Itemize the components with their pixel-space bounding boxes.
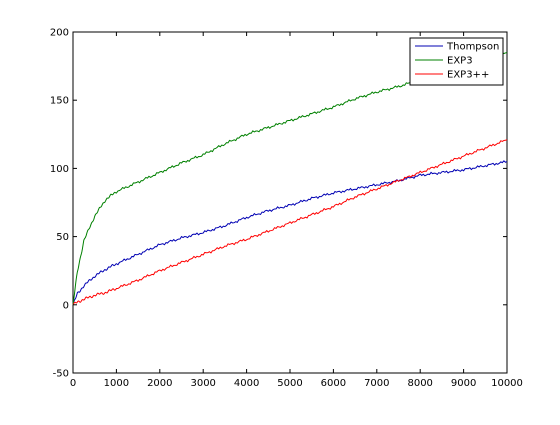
x-tick-label: 4000 [234, 378, 259, 389]
y-tick-label: 0 [63, 300, 69, 311]
x-tick-label: 0 [70, 378, 76, 389]
x-tick-label: 3000 [190, 378, 215, 389]
legend: Thompson EXP3 EXP3++ [409, 37, 504, 86]
legend-label-exp3: EXP3 [447, 56, 473, 67]
x-tick-label: 10000 [491, 378, 523, 389]
x-tick-label: 1000 [104, 378, 129, 389]
x-tick-label: 6000 [321, 378, 346, 389]
plot-area [72, 31, 508, 374]
x-tick-label: 9000 [451, 378, 476, 389]
legend-label-exp3plusplus: EXP3++ [447, 70, 489, 81]
y-tick-label: 100 [50, 164, 69, 175]
legend-label-thompson: Thompson [446, 42, 499, 53]
y-tick-label: 200 [50, 28, 69, 39]
y-tick-label: -50 [53, 369, 69, 380]
series-line-thompson [72, 160, 508, 305]
x-tick-label: 5000 [277, 378, 302, 389]
y-tick-label: 50 [56, 232, 69, 243]
tick-layer: 0 1000 2000 3000 4000 5000 6000 7000 8000 9000 100… [50, 28, 523, 390]
x-tick-label: 7000 [364, 378, 389, 389]
x-tick-label: 2000 [147, 378, 172, 389]
series-line-exp3plusplus [72, 139, 508, 306]
x-tick-label: 8000 [407, 378, 432, 389]
y-tick-label: 150 [50, 96, 69, 107]
